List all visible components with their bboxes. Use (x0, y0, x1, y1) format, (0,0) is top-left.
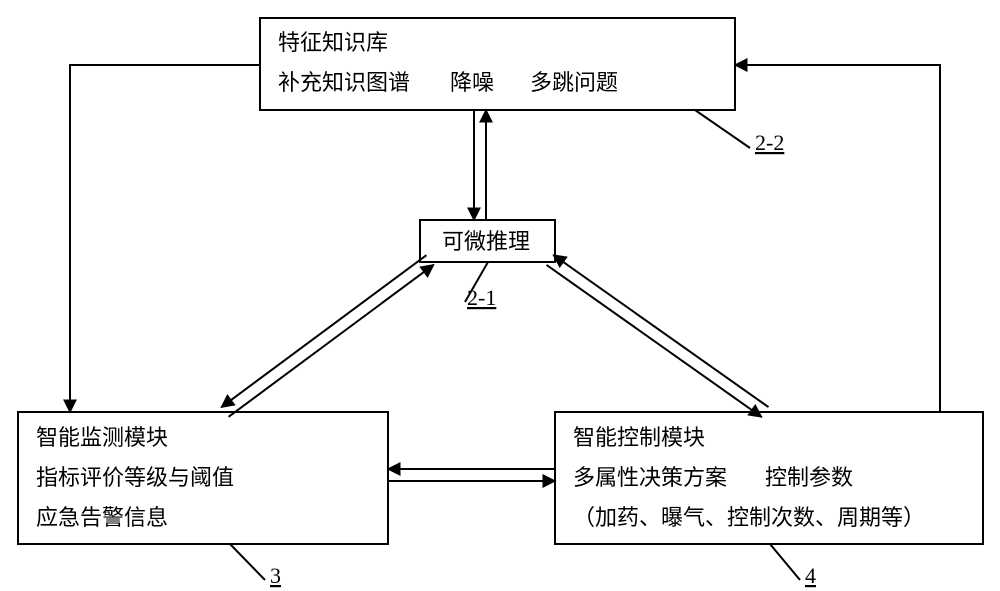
node-knowledge-base: 特征知识库 补充知识图谱 降噪 多跳问题 (260, 18, 735, 110)
edge-reason-monitor-rev (229, 265, 434, 417)
monitor-line2: 指标评价等级与阈值 (36, 465, 234, 490)
kb-line2c: 多跳问题 (530, 70, 618, 95)
monitor-line3: 应急告警信息 (36, 505, 168, 530)
control-line2b: 控制参数 (765, 465, 853, 490)
control-title: 智能控制模块 (573, 425, 705, 450)
kb-line2a: 补充知识图谱 (278, 70, 410, 95)
kb-line2b: 降噪 (450, 70, 494, 95)
diagram-canvas: 特征知识库 补充知识图谱 降噪 多跳问题 可微推理 智能监测模块 指标评价等级与… (0, 0, 1000, 591)
leader-kb (695, 110, 750, 148)
edge-control-kb (735, 65, 940, 412)
edge-reason-monitor-fwd (221, 255, 426, 407)
control-line2a: 多属性决策方案 (573, 465, 727, 490)
edge-reason-control-rev (553, 255, 768, 407)
node-reasoning: 可微推理 (420, 220, 555, 262)
kb-title: 特征知识库 (278, 30, 388, 55)
label-kb: 2-2 (755, 130, 784, 155)
leader-monitor (230, 544, 265, 580)
node-monitor: 智能监测模块 指标评价等级与阈值 应急告警信息 (18, 412, 388, 544)
label-reason: 2-1 (467, 285, 496, 310)
monitor-title: 智能监测模块 (36, 425, 168, 450)
reason-label: 可微推理 (442, 229, 530, 254)
control-line3: （加药、曝气、控制次数、周期等） (573, 505, 925, 530)
edge-kb-monitor (70, 65, 260, 412)
leader-control (770, 544, 800, 580)
label-control: 4 (805, 563, 816, 588)
label-monitor: 3 (270, 563, 281, 588)
node-control: 智能控制模块 多属性决策方案 控制参数 （加药、曝气、控制次数、周期等） (555, 412, 983, 544)
edge-reason-control-fwd (547, 265, 762, 417)
